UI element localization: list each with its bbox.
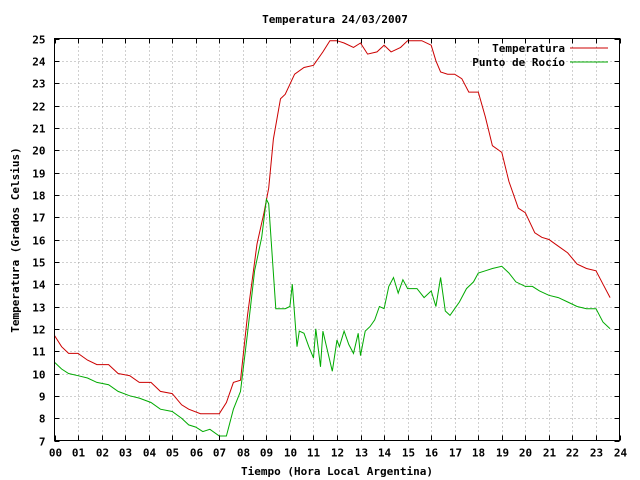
x-tick-label: 04 [143, 447, 157, 460]
x-tick-label: 00 [49, 447, 62, 460]
x-tick-label: 19 [496, 447, 509, 460]
x-tick-label: 02 [96, 447, 109, 460]
legend-label-punto-de-rocio: Punto de Rocío [472, 56, 565, 69]
x-tick-label: 17 [449, 447, 462, 460]
x-tick-label: 10 [284, 447, 297, 460]
y-tick-label: 25 [32, 34, 45, 47]
tick-marks [54, 38, 621, 442]
y-tick-label: 7 [39, 436, 46, 449]
series-line-temperatura [54, 40, 611, 415]
x-axis-label: Tiempo (Hora Local Argentina) [241, 465, 433, 478]
y-tick-label: 17 [32, 212, 45, 225]
y-tick-label: 24 [32, 56, 46, 69]
x-tick-label: 18 [472, 447, 485, 460]
x-tick-label: 01 [72, 447, 86, 460]
x-tick-label: 21 [543, 447, 557, 460]
y-tick-label: 11 [32, 346, 46, 359]
x-tick-label: 13 [355, 447, 368, 460]
x-tick-labels: 00 01 02 03 04 05 06 07 08 09 10 11 12 13 14 15 16 17 18 19… [49, 447, 628, 460]
grid [54, 38, 620, 441]
y-tick-label: 10 [32, 369, 45, 382]
y-tick-label: 14 [32, 279, 46, 292]
legend-label-temperatura: Temperatura [492, 42, 565, 55]
x-tick-label: 11 [307, 447, 321, 460]
y-tick-label: 13 [32, 302, 45, 315]
y-tick-label: 12 [32, 324, 45, 337]
x-tick-label: 05 [166, 447, 179, 460]
y-tick-label: 18 [32, 190, 45, 203]
y-tick-labels: 7 8 9 10 11 12 13 14 15 16 17 18 19 20 21 22 23 24 25 [32, 34, 46, 449]
legend: Temperatura Punto de Rocío [472, 42, 608, 69]
x-tick-label: 07 [213, 447, 226, 460]
x-tick-label: 20 [519, 447, 532, 460]
x-tick-label: 15 [402, 447, 415, 460]
y-tick-label: 20 [32, 145, 45, 158]
x-tick-label: 03 [119, 447, 132, 460]
x-tick-label: 22 [566, 447, 579, 460]
series-line-punto-de-rocio [54, 197, 611, 437]
x-tick-label: 08 [237, 447, 250, 460]
y-tick-label: 19 [32, 168, 45, 181]
y-tick-label: 22 [32, 101, 45, 114]
y-tick-label: 15 [32, 257, 45, 270]
x-tick-label: 06 [190, 447, 204, 460]
x-tick-label: 16 [425, 447, 439, 460]
y-axis-label: Temperatura (Grados Celsius) [9, 147, 22, 332]
x-tick-label: 14 [378, 447, 392, 460]
y-tick-label: 9 [39, 391, 46, 404]
x-tick-label: 23 [590, 447, 603, 460]
x-tick-label: 12 [331, 447, 344, 460]
y-tick-label: 23 [32, 78, 45, 91]
y-tick-label: 21 [32, 123, 46, 136]
y-tick-label: 8 [39, 413, 46, 426]
x-tick-label: 24 [614, 447, 628, 460]
chart-title: Temperatura 24/03/2007 [262, 13, 408, 26]
series-layer [54, 40, 611, 437]
y-tick-label: 16 [32, 235, 46, 248]
x-tick-label: 09 [260, 447, 273, 460]
